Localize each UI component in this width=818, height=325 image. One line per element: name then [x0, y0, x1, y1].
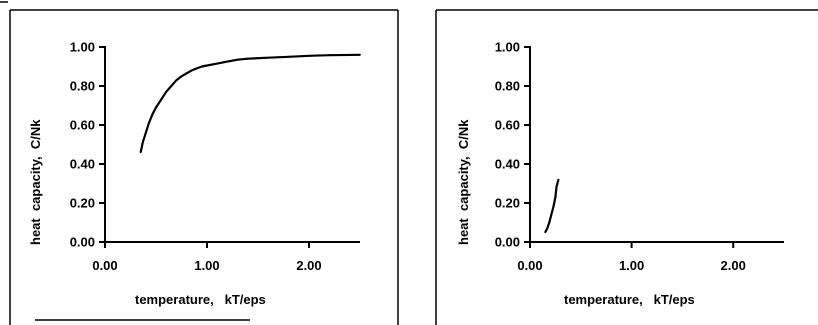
x-tick-label: 0.00: [92, 258, 117, 273]
data-point: [201, 65, 203, 68]
x-tick-label: 1.00: [194, 258, 219, 273]
data-point: [246, 57, 249, 60]
data-point: [550, 213, 553, 216]
series-group: [544, 178, 560, 234]
data-point: [155, 106, 157, 109]
data-point: [555, 186, 558, 189]
data-point: [267, 56, 270, 59]
data-point: [359, 53, 361, 56]
data-point: [180, 75, 183, 78]
y-tick-label: 1.00: [70, 40, 95, 55]
data-point: [554, 196, 557, 199]
y-tick-labels: 0.00 0.20 0.40 0.60 0.80 1.00: [495, 40, 520, 250]
data-point: [226, 60, 229, 63]
x-tick-label: 2.00: [296, 258, 321, 273]
data-point: [548, 221, 551, 224]
y-tick-labels: 0.00 0.20 0.40 0.60 0.80 1.00: [70, 40, 95, 250]
y-tick-label: 0.40: [70, 157, 95, 172]
x-tick-labels: 0.00 1.00 2.00: [92, 258, 321, 273]
data-point: [160, 98, 163, 101]
chart-right: 0.00 0.20 0.40 0.60 0.80 1.00 0.00 1.00 2.00 te…: [456, 40, 784, 307]
data-point: [544, 231, 547, 234]
series-line: [544, 179, 560, 233]
y-tick-label: 0.60: [495, 118, 520, 133]
data-point: [236, 58, 239, 61]
series-line: [139, 53, 361, 153]
y-tick-label: 0.40: [495, 157, 520, 172]
data-point: [165, 90, 168, 93]
panel-left-frame: [0, 1, 399, 325]
x-axis-title: temperature, kT/eps: [135, 292, 266, 307]
data-point: [147, 122, 150, 124]
data-point: [175, 79, 178, 82]
data-point: [328, 54, 331, 57]
y-tick-label: 0.00: [495, 235, 520, 250]
x-axis-title: temperature, kT/eps: [564, 292, 695, 307]
data-point: [552, 206, 555, 208]
chart-left: 0.00 0.20 0.40 0.60 0.80 1.00 0.00 1.00 2.00 te…: [28, 40, 361, 307]
data-point: [195, 67, 198, 70]
y-tick-label: 0.60: [70, 118, 95, 133]
y-tick-label: 0.80: [495, 79, 520, 94]
data-point: [141, 141, 144, 144]
data-point: [308, 54, 310, 57]
x-tick-label: 0.00: [517, 258, 542, 273]
y-tick-label: 1.00: [495, 40, 520, 55]
y-ticks: [524, 46, 531, 243]
data-point: [190, 69, 193, 72]
panel-right-frame: [435, 9, 818, 325]
data-point: [144, 131, 147, 134]
x-ticks: [104, 241, 310, 248]
data-point: [139, 151, 142, 154]
x-tick-labels: 0.00 1.00 2.00: [517, 258, 746, 273]
y-axis-title: heat capacity, C/Nk: [456, 119, 471, 245]
x-ticks: [529, 241, 735, 248]
y-tick-label: 0.20: [70, 196, 95, 211]
series-group: [139, 53, 361, 154]
x-tick-label: 2.00: [721, 258, 746, 273]
y-tick-label: 0.20: [495, 196, 520, 211]
data-point: [152, 112, 154, 115]
data-point: [546, 227, 549, 230]
data-point: [206, 64, 208, 67]
data-point: [185, 72, 188, 75]
data-point: [287, 55, 290, 58]
x-tick-label: 1.00: [619, 258, 644, 273]
y-axis-title: heat capacity, C/Nk: [28, 119, 43, 245]
data-point: [170, 85, 173, 87]
data-point: [216, 62, 219, 65]
y-tick-label: 0.80: [70, 79, 95, 94]
data-point: [557, 178, 560, 181]
y-tick-label: 0.00: [70, 235, 95, 250]
